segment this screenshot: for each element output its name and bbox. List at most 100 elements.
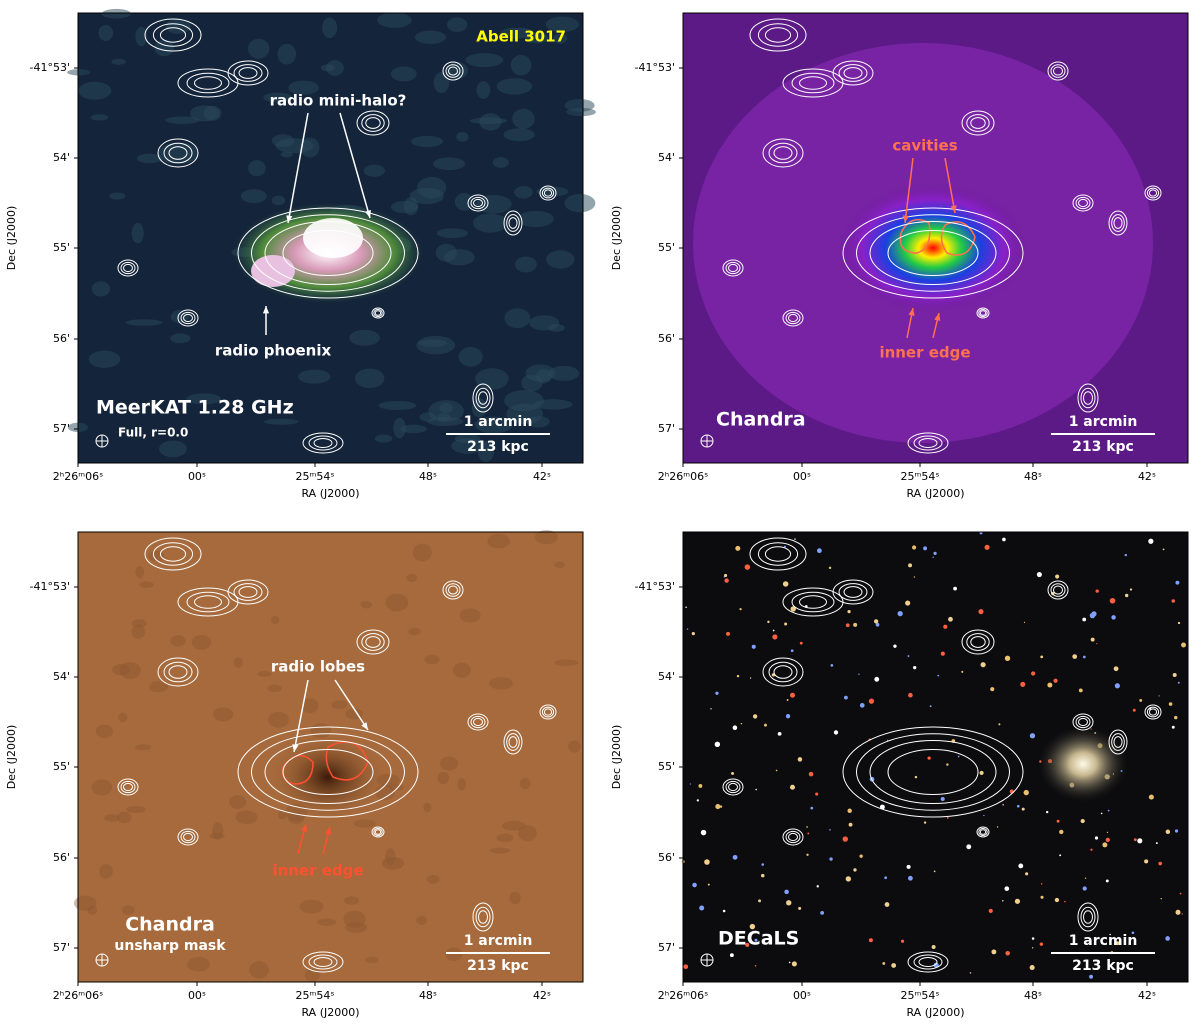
- star: [1031, 947, 1034, 949]
- noise: [437, 771, 450, 785]
- contour: [180, 311, 196, 325]
- emission: [838, 183, 1028, 313]
- noise: [489, 677, 514, 690]
- y-tick-label: -41°53': [635, 61, 676, 74]
- star: [1179, 892, 1182, 895]
- x-axis-label: RA (J2000): [301, 1006, 359, 1019]
- x-axis-label: RA (J2000): [906, 1006, 964, 1019]
- contour: [539, 704, 557, 720]
- contour: [728, 782, 738, 792]
- y-tick-label: -41°53': [30, 580, 71, 593]
- noise: [98, 24, 114, 42]
- noise: [149, 681, 169, 693]
- star: [1039, 942, 1044, 946]
- star: [905, 600, 911, 606]
- star: [923, 821, 927, 824]
- y-tick-label: 56': [53, 332, 70, 345]
- scale-length: 213 kpc: [1072, 439, 1134, 455]
- star: [686, 628, 689, 630]
- contour: [442, 580, 464, 600]
- star: [692, 882, 697, 888]
- contour: [445, 583, 461, 597]
- star: [755, 788, 757, 791]
- noise: [90, 114, 109, 121]
- star: [1168, 702, 1173, 706]
- contour: [302, 432, 344, 454]
- noise: [436, 228, 468, 239]
- contour: [442, 61, 464, 81]
- noise: [517, 210, 554, 228]
- contour: [282, 749, 374, 795]
- noise: [504, 389, 544, 412]
- star: [969, 972, 972, 974]
- star: [853, 868, 857, 872]
- noise: [517, 825, 537, 842]
- arrow: [339, 112, 371, 219]
- contour: [308, 954, 338, 970]
- star: [1165, 936, 1170, 941]
- star: [719, 805, 723, 808]
- star: [788, 961, 791, 964]
- contour: [1050, 583, 1066, 597]
- star: [806, 826, 808, 828]
- noise: [135, 566, 145, 579]
- star: [772, 629, 775, 632]
- noise: [365, 956, 379, 964]
- star: [1040, 655, 1044, 659]
- star: [927, 756, 931, 760]
- contour: [725, 780, 741, 794]
- star: [798, 906, 802, 910]
- contour: [313, 957, 333, 967]
- noise: [271, 615, 280, 625]
- noise: [170, 333, 191, 344]
- contour: [371, 826, 385, 838]
- contour: [1077, 902, 1099, 932]
- contour: [1047, 580, 1069, 600]
- noise: [416, 915, 428, 925]
- contour: [1148, 189, 1158, 197]
- noise: [546, 250, 575, 269]
- star: [858, 673, 860, 675]
- star: [912, 545, 917, 550]
- contour: [365, 636, 381, 648]
- star: [1107, 809, 1110, 812]
- star: [1111, 615, 1116, 620]
- noise: [267, 684, 282, 693]
- star: [978, 609, 984, 615]
- contour: [773, 146, 793, 160]
- noise: [547, 323, 565, 332]
- contour: [237, 207, 419, 299]
- noise: [384, 848, 396, 866]
- contour: [374, 829, 382, 835]
- contour: [782, 828, 804, 846]
- star: [1018, 863, 1024, 869]
- contour: [785, 830, 801, 844]
- galaxy: [1038, 726, 1128, 802]
- star: [1059, 854, 1062, 857]
- noise: [165, 18, 191, 34]
- noise: [300, 137, 320, 158]
- noise: [445, 947, 463, 961]
- noise: [381, 856, 405, 870]
- noise: [385, 593, 409, 612]
- contour: [762, 657, 804, 687]
- noise: [131, 624, 146, 639]
- x-tick-label: 42ˢ: [533, 470, 551, 483]
- noise: [111, 58, 126, 65]
- star: [1181, 642, 1187, 648]
- star: [868, 698, 875, 704]
- noise: [500, 27, 534, 39]
- noise: [104, 814, 120, 822]
- star: [1047, 682, 1053, 688]
- star: [1175, 909, 1181, 915]
- noise: [360, 600, 373, 609]
- noise: [433, 71, 450, 94]
- noise: [122, 905, 135, 915]
- star: [790, 649, 794, 653]
- noise: [101, 8, 132, 19]
- contour: [1146, 187, 1160, 199]
- x-tick-label: 00ˢ: [793, 470, 811, 483]
- star: [1082, 655, 1086, 659]
- star: [948, 616, 953, 622]
- star: [1004, 886, 1010, 891]
